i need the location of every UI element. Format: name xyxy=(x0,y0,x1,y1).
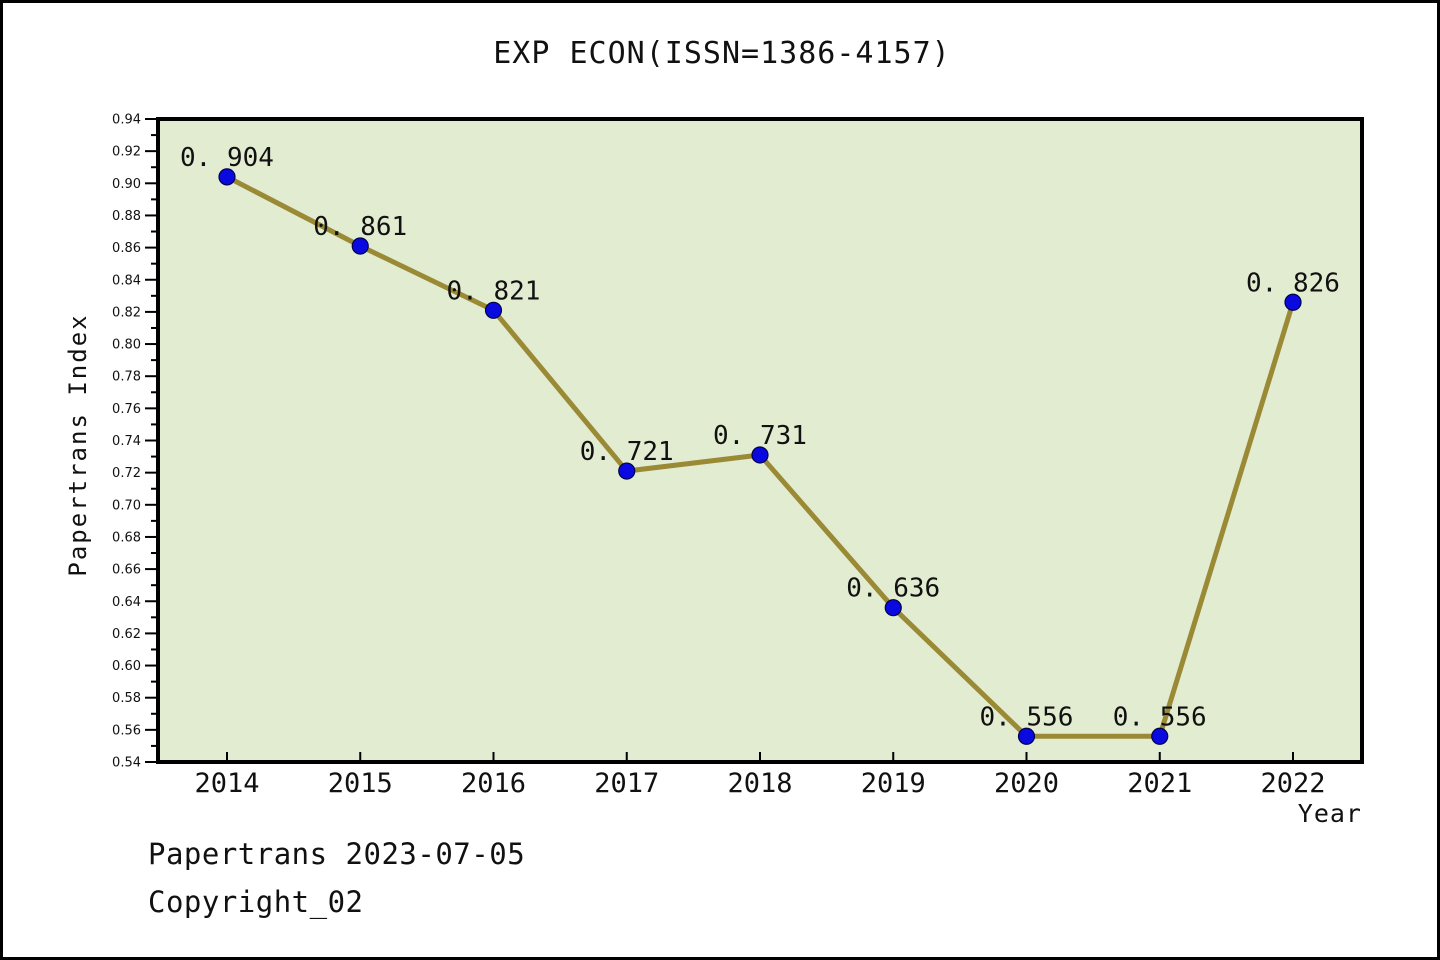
y-tick-label: 0.62 xyxy=(112,627,141,642)
y-tick-label: 0.70 xyxy=(112,498,141,513)
y-tick-label: 0.90 xyxy=(112,177,141,192)
y-tick-label: 0.54 xyxy=(112,756,141,771)
y-tick-label: 0.66 xyxy=(112,563,141,578)
data-point-label: 0. 636 xyxy=(846,574,940,604)
x-tick-label: 2022 xyxy=(1260,768,1325,799)
data-point xyxy=(484,301,503,319)
x-tick-label: 2018 xyxy=(727,768,792,799)
data-point xyxy=(218,168,236,186)
x-tick-label: 2017 xyxy=(594,768,659,799)
y-tick-label: 0.68 xyxy=(112,530,141,545)
data-point-label: 0. 721 xyxy=(580,437,674,467)
y-tick-label: 0.58 xyxy=(112,691,141,706)
data-point-label: 0. 904 xyxy=(180,143,274,173)
y-tick-label: 0.56 xyxy=(112,723,141,738)
data-point xyxy=(1017,727,1036,745)
x-tick-label: 2015 xyxy=(328,768,393,799)
footer-copyright: Copyright_02 xyxy=(148,885,364,919)
data-point xyxy=(1151,727,1169,745)
data-point-label: 0. 556 xyxy=(980,702,1074,732)
plot-background xyxy=(158,119,1362,762)
data-point-label: 0. 731 xyxy=(713,421,807,451)
y-tick-label: 0.92 xyxy=(112,145,141,160)
data-point xyxy=(884,599,902,617)
plot-border xyxy=(156,117,1364,764)
y-tick-label: 0.76 xyxy=(112,402,141,417)
y-tick-label: 0.84 xyxy=(112,273,141,288)
y-tick-label: 0.88 xyxy=(112,209,141,224)
y-tick-label: 0.72 xyxy=(112,466,141,481)
x-tick-label: 2021 xyxy=(1127,768,1192,799)
x-tick-label: 2019 xyxy=(861,768,926,799)
x-tick-label: 2014 xyxy=(194,768,259,799)
y-tick-label: 0.74 xyxy=(112,434,141,449)
y-tick-label: 0.60 xyxy=(112,659,141,674)
data-point xyxy=(1284,293,1302,311)
data-point-label: 0. 861 xyxy=(313,212,407,242)
x-tick-label: 2016 xyxy=(461,768,526,799)
data-point xyxy=(618,462,636,480)
y-tick-label: 0.86 xyxy=(112,241,141,256)
data-point-label: 0. 556 xyxy=(1113,702,1207,732)
y-tick-label: 0.64 xyxy=(112,595,141,610)
data-point xyxy=(351,237,369,255)
data-point xyxy=(751,446,769,464)
footer-source-date: Papertrans 2023-07-05 xyxy=(148,837,526,871)
data-point-label: 0. 821 xyxy=(447,276,541,306)
y-tick-label: 0.94 xyxy=(112,113,141,128)
x-axis-label: Year xyxy=(1297,799,1362,828)
y-tick-label: 0.82 xyxy=(112,305,141,320)
y-tick-label: 0.78 xyxy=(112,370,141,385)
x-tick-label: 2020 xyxy=(994,768,1059,799)
data-point-label: 0. 826 xyxy=(1246,268,1340,298)
chart-title: EXP ECON(ISSN=1386-4157) xyxy=(493,36,951,71)
y-tick-label: 0.80 xyxy=(112,338,141,353)
